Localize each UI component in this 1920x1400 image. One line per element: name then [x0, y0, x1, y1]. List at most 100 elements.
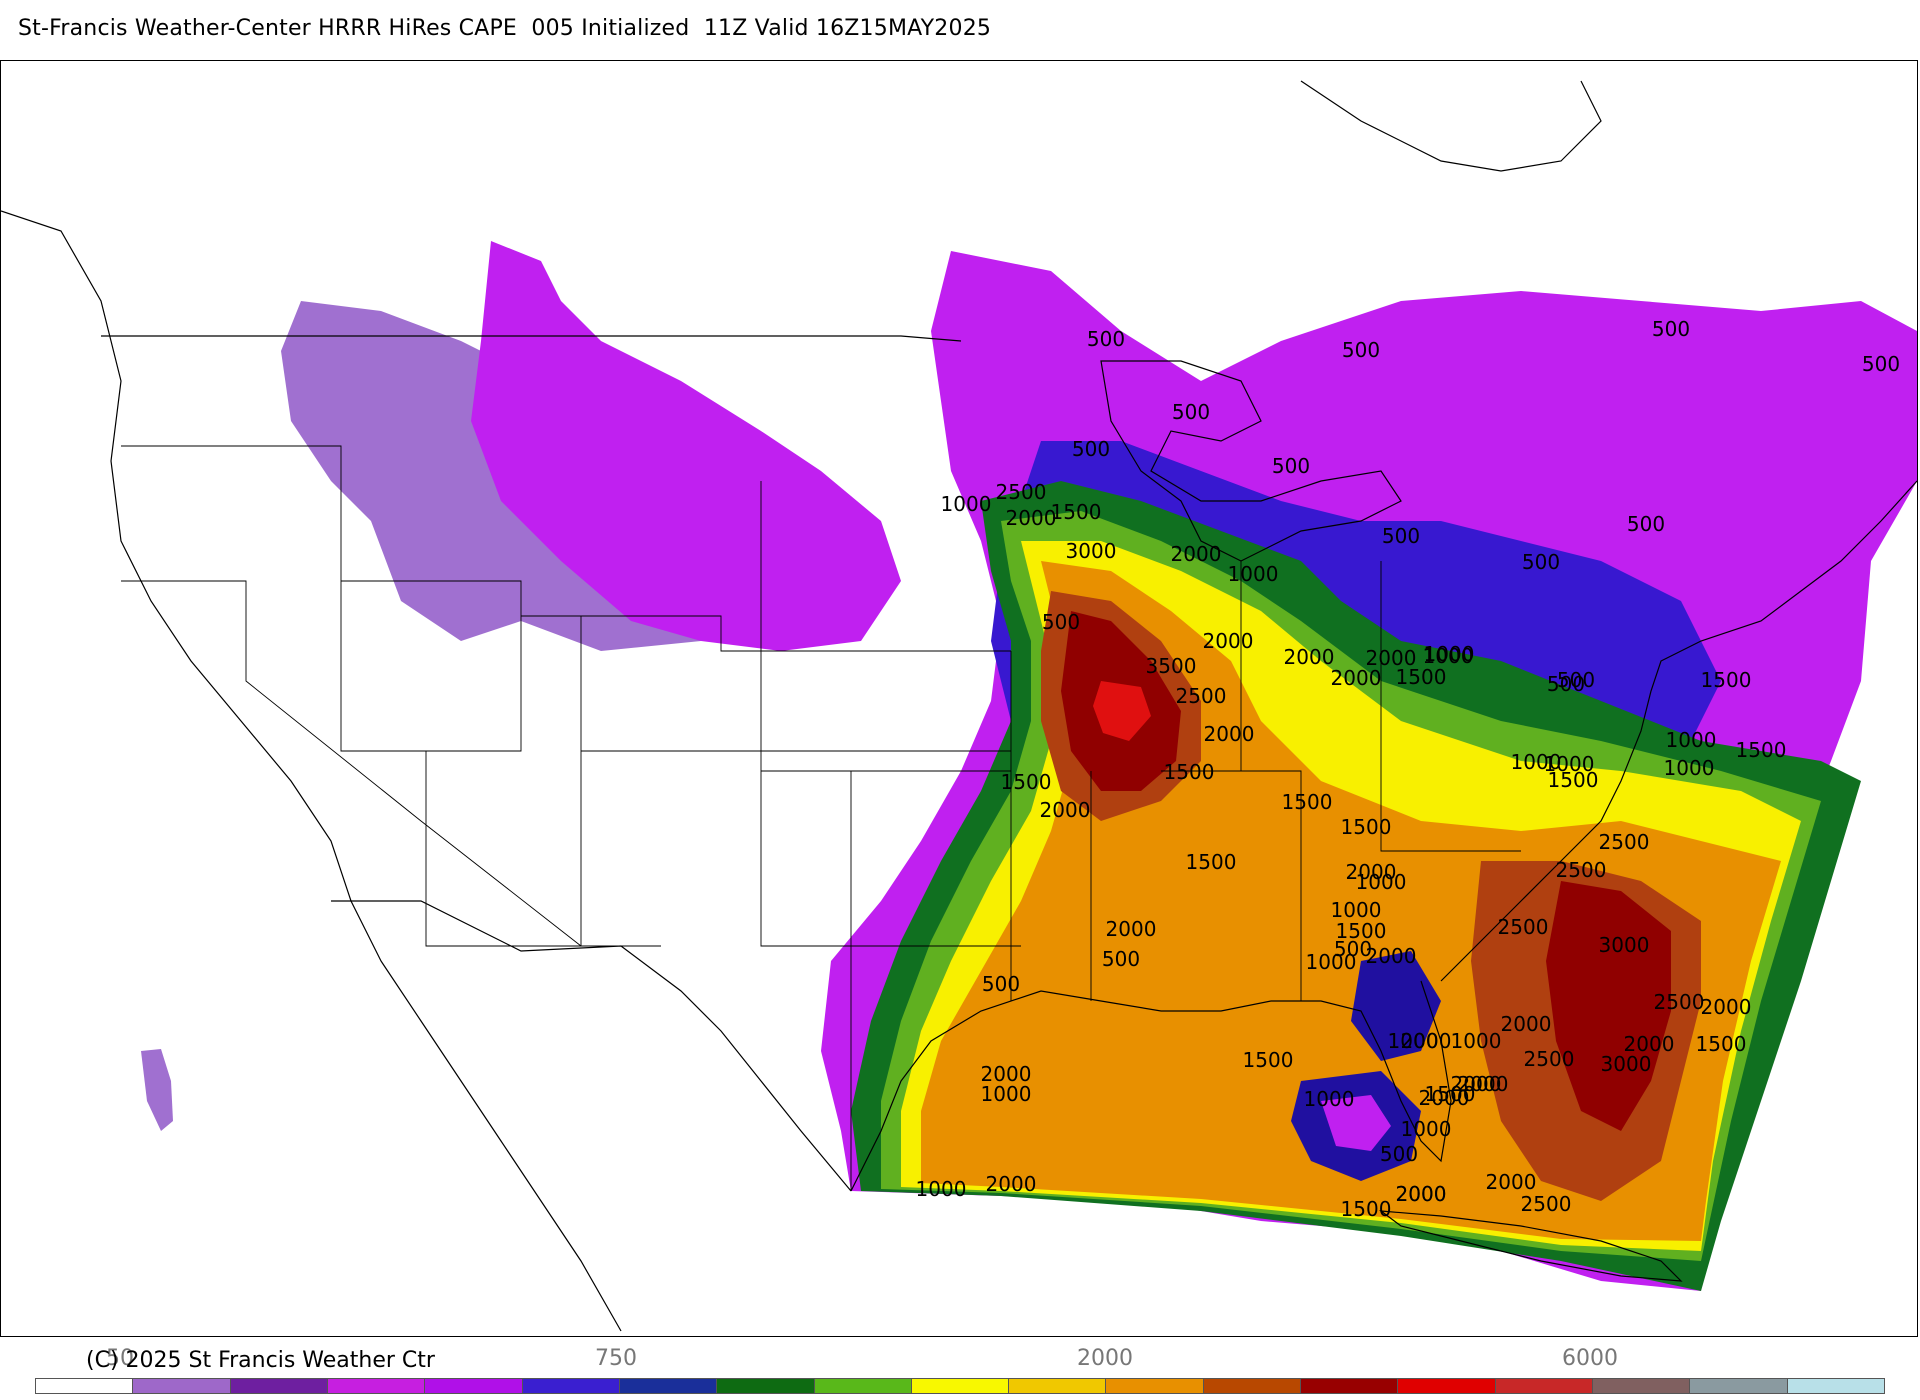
contour-label: 2000 — [1040, 798, 1091, 822]
colorbar-swatch — [1203, 1379, 1302, 1393]
contour-label: 3000 — [1066, 539, 1117, 563]
contour-label: 2000 — [1701, 995, 1752, 1019]
cape-map: 500 500 500 500 500 500 500 500 500 500 500 1000 250… — [0, 60, 1918, 1337]
contour-label: 1500 — [1164, 760, 1215, 784]
contour-label: 1000 — [1228, 562, 1279, 586]
contour-label: 2000 — [1284, 645, 1335, 669]
contour-label: 1500 — [1341, 815, 1392, 839]
contour-label: 3000 — [1599, 933, 1650, 957]
colorbar-swatch — [1106, 1379, 1204, 1393]
contour-label: 2500 — [1524, 1047, 1575, 1071]
contour-label: 2500 — [996, 480, 1047, 504]
contour-label: 1000 — [1451, 1029, 1502, 1053]
contour-label: 500 — [1042, 610, 1080, 634]
colorbar-swatch — [522, 1379, 620, 1393]
contour-label: 3500 — [1146, 654, 1197, 678]
colorbar-swatch — [1398, 1379, 1496, 1393]
colorbar-swatch — [717, 1379, 815, 1393]
contour-label: 1500 — [1186, 850, 1237, 874]
contour-label: 2000 — [1396, 1182, 1447, 1206]
cape-region-nw-magenta — [471, 241, 901, 651]
contour-label: 500 — [1522, 550, 1560, 574]
contour-label: 1000 — [981, 1082, 1032, 1106]
contour-label: 1000 — [1424, 642, 1475, 666]
contour-label: 1000 — [1331, 898, 1382, 922]
cuba — [1378, 1210, 1683, 1282]
contour-label: 2500 — [1654, 990, 1705, 1014]
contour-label: 1500 — [1701, 668, 1752, 692]
cape-region-east-rust — [1041, 591, 1701, 1201]
copyright-notice: (C) 2025 St Francis Weather Ctr — [86, 1348, 435, 1373]
contour-label: 2000 — [1204, 722, 1255, 746]
colorbar-swatch — [814, 1379, 912, 1393]
contour-label: 2500 — [1498, 915, 1549, 939]
contour-label: 2000 — [1451, 1072, 1502, 1096]
contour-label: 2000 — [1486, 1170, 1537, 1194]
colorbar-swatch — [1690, 1379, 1788, 1393]
colorbar-swatch — [230, 1379, 328, 1393]
geography-outlines — [1, 80, 1917, 1332]
contour-label: 500 — [1547, 672, 1585, 696]
contour-label: 1500 — [1001, 770, 1052, 794]
colorbar-swatch — [36, 1379, 134, 1393]
contour-label: 500 — [1087, 327, 1125, 351]
contour-label: 1000 — [1306, 950, 1357, 974]
contour-label: 2000 — [1106, 917, 1157, 941]
colorbar-swatch — [911, 1379, 1010, 1393]
colorbar-swatch — [1787, 1379, 1884, 1393]
contour-label: 1000 — [1356, 870, 1407, 894]
contour-label: 1500 — [1425, 1082, 1476, 1106]
colorbar-tick-label: 750 — [595, 1346, 637, 1371]
colorbar-tick-label: 2000 — [1077, 1346, 1133, 1371]
contour-label: 2000 — [1366, 646, 1417, 670]
contour-label: 1000 — [916, 1177, 967, 1201]
contour-label: 2000 — [1006, 506, 1057, 530]
contour-label: 500 — [1382, 524, 1420, 548]
cape-region-east-darkred — [1061, 611, 1671, 1131]
contour-label: 2500 — [1599, 830, 1650, 854]
border-canada — [101, 335, 962, 342]
contour-label: 500 — [1627, 512, 1665, 536]
colorbar-swatch — [1593, 1379, 1691, 1393]
cape-shading — [141, 241, 1917, 1291]
contour-label: 2000 — [1458, 1072, 1509, 1096]
coastline-atlantic — [1440, 480, 1917, 982]
contour-label: 500 — [1334, 937, 1372, 961]
contour-label: 2000 — [1366, 944, 1417, 968]
coastline-west — [1, 210, 622, 1332]
contour-label: 1500 — [1548, 768, 1599, 792]
colorbar-tick-label: 6000 — [1562, 1346, 1618, 1371]
contour-label: 500 — [982, 972, 1020, 996]
contour-label: 500 — [1102, 947, 1140, 971]
cape-region-gulf-magenta — [1321, 1095, 1391, 1151]
coastline-gulf — [850, 980, 1452, 1192]
colorbar-swatch — [619, 1379, 718, 1393]
colorbar-swatch — [327, 1379, 426, 1393]
contour-label: 2000 — [1331, 666, 1382, 690]
contour-label: 2000 — [986, 1172, 1037, 1196]
contour-label: 2500 — [1556, 858, 1607, 882]
contour-label: 2500 — [1176, 684, 1227, 708]
contour-label: 500 — [1172, 400, 1210, 424]
contour-label: 2000 — [1419, 1086, 1470, 1110]
colorbar-swatch — [1495, 1379, 1593, 1393]
contour-label: 1000 — [1388, 1029, 1439, 1053]
colorbar-tick-labels: 50 750 2000 6000 — [0, 1346, 1920, 1371]
contour-label: 1000 — [1544, 752, 1595, 776]
hudson-area — [1300, 80, 1602, 172]
contour-label: 500 — [1652, 317, 1690, 341]
cape-colorbar — [35, 1378, 1885, 1394]
contour-label: 2000 — [1624, 1032, 1675, 1056]
contour-label: 1500 — [1282, 790, 1333, 814]
contour-label: 2000 — [1203, 629, 1254, 653]
contour-label: 1000 — [941, 492, 992, 516]
contour-label: 500 — [1380, 1142, 1418, 1166]
contour-label: 1000 — [1666, 728, 1717, 752]
contour-label: 500 — [1557, 668, 1595, 692]
contour-label: 2000 — [1396, 1182, 1447, 1206]
contour-label: 2000 — [1171, 542, 1222, 566]
contour-label: 1000 — [1664, 756, 1715, 780]
contour-label: 2500 — [1521, 1192, 1572, 1216]
colorbar-swatch — [133, 1379, 231, 1393]
contour-label: 2000 — [981, 1062, 1032, 1086]
